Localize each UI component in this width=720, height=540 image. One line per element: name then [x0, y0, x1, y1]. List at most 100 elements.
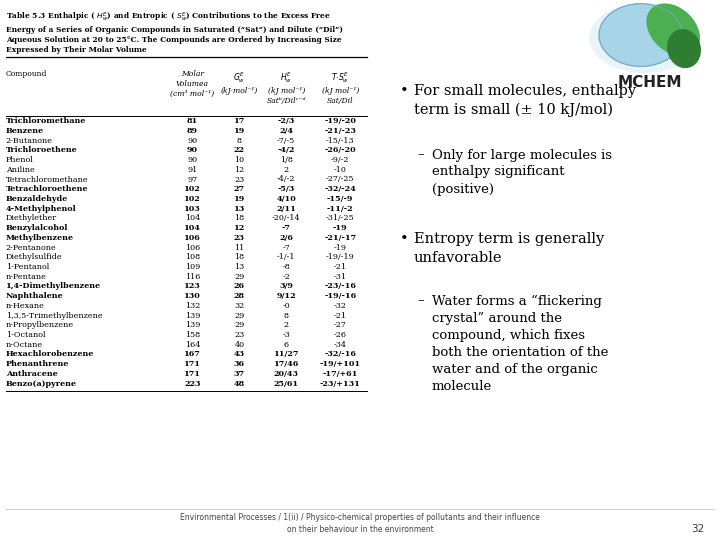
- Text: 23: 23: [234, 176, 245, 184]
- Ellipse shape: [590, 3, 698, 72]
- Text: Diethylsulfide: Diethylsulfide: [6, 253, 63, 261]
- Text: 1-Pentanol: 1-Pentanol: [6, 263, 49, 271]
- Text: -27: -27: [334, 321, 346, 329]
- Text: 2/4: 2/4: [279, 127, 293, 135]
- Text: 90: 90: [187, 156, 198, 164]
- Text: Only for large molecules is
enthalpy significant
(positive): Only for large molecules is enthalpy sig…: [432, 148, 612, 195]
- Text: 2: 2: [284, 321, 289, 329]
- Text: -19: -19: [333, 224, 348, 232]
- Text: 32: 32: [691, 524, 704, 534]
- Text: -15/-9: -15/-9: [327, 195, 354, 203]
- Text: 22: 22: [234, 146, 245, 154]
- Text: -7/-5: -7/-5: [277, 137, 295, 145]
- Text: 102: 102: [184, 185, 201, 193]
- Text: -11/-2: -11/-2: [327, 205, 354, 213]
- Text: 26: 26: [234, 282, 245, 291]
- Text: -7: -7: [282, 244, 290, 252]
- Text: 25/61: 25/61: [274, 380, 299, 388]
- Text: -26/-20: -26/-20: [325, 146, 356, 154]
- Text: -34: -34: [333, 341, 347, 349]
- Text: $T$·$S^E_w$
(kJ mol⁻¹)
Sat/Dil: $T$·$S^E_w$ (kJ mol⁻¹) Sat/Dil: [322, 70, 359, 105]
- Text: 13: 13: [234, 263, 245, 271]
- Text: 139: 139: [185, 312, 200, 320]
- Text: -32: -32: [333, 302, 347, 310]
- Text: 139: 139: [185, 321, 200, 329]
- Text: 48: 48: [234, 380, 245, 388]
- Text: n-Propylbenzene: n-Propylbenzene: [6, 321, 74, 329]
- Text: 17: 17: [234, 117, 245, 125]
- Text: 4/10: 4/10: [276, 195, 296, 203]
- Text: 164: 164: [185, 341, 200, 349]
- Text: Trichloromethane: Trichloromethane: [6, 117, 86, 125]
- Text: -23/+131: -23/+131: [320, 380, 361, 388]
- Text: 109: 109: [185, 263, 200, 271]
- Text: 223: 223: [184, 380, 201, 388]
- Text: 29: 29: [234, 312, 245, 320]
- Text: 12: 12: [234, 224, 245, 232]
- Text: -1/-1: -1/-1: [277, 253, 295, 261]
- Text: 1,4-Dimethylbenzene: 1,4-Dimethylbenzene: [6, 282, 101, 291]
- Text: -21: -21: [333, 263, 347, 271]
- Text: 106: 106: [184, 234, 201, 242]
- Text: -21/-17: -21/-17: [324, 234, 356, 242]
- Text: Methylbenzene: Methylbenzene: [6, 234, 73, 242]
- Text: 116: 116: [185, 273, 200, 281]
- Text: 1,3,5-Trimethylbenzene: 1,3,5-Trimethylbenzene: [6, 312, 102, 320]
- Text: Compound: Compound: [6, 70, 47, 78]
- Text: Benzo(a)pyrene: Benzo(a)pyrene: [6, 380, 77, 388]
- Text: 104: 104: [184, 224, 201, 232]
- Text: 8: 8: [284, 312, 289, 320]
- Text: 11/27: 11/27: [274, 350, 299, 359]
- Text: 23: 23: [234, 331, 245, 339]
- Text: Water forms a “flickering
crystal” around the
compound, which fixes
both the ori: Water forms a “flickering crystal” aroun…: [432, 294, 608, 393]
- Text: 2/11: 2/11: [276, 205, 296, 213]
- Text: 32: 32: [234, 302, 245, 310]
- Text: Benzylalcohol: Benzylalcohol: [6, 224, 68, 232]
- Text: 90: 90: [187, 146, 198, 154]
- Text: Naphthalene: Naphthalene: [6, 292, 63, 300]
- Text: 167: 167: [184, 350, 201, 359]
- Text: Phenanthrene: Phenanthrene: [6, 360, 69, 368]
- Text: -21: -21: [333, 312, 347, 320]
- Text: –: –: [418, 294, 424, 307]
- Text: 132: 132: [185, 302, 200, 310]
- Text: Table 5.3 Enthalpic ( $H^E_w$) and Entropic ( $S^E_w$) Contributions to the Exce: Table 5.3 Enthalpic ( $H^E_w$) and Entro…: [6, 11, 343, 55]
- Text: Tetrachloromethane: Tetrachloromethane: [6, 176, 89, 184]
- Text: 106: 106: [185, 244, 200, 252]
- Text: 2-Pentanone: 2-Pentanone: [6, 244, 56, 252]
- Text: -0: -0: [282, 302, 290, 310]
- Text: 90: 90: [187, 137, 198, 145]
- Text: 10: 10: [234, 156, 245, 164]
- Text: -9/-2: -9/-2: [331, 156, 349, 164]
- Text: 171: 171: [184, 360, 201, 368]
- Text: 43: 43: [234, 350, 245, 359]
- Text: MCHEM: MCHEM: [618, 75, 683, 90]
- Text: -3: -3: [282, 331, 290, 339]
- Text: Phenol: Phenol: [6, 156, 34, 164]
- Text: 1-Octanol: 1-Octanol: [6, 331, 45, 339]
- Text: 171: 171: [184, 370, 201, 378]
- Text: Hexachlorobenzene: Hexachlorobenzene: [6, 350, 94, 359]
- Text: -32/-16: -32/-16: [324, 350, 356, 359]
- Text: Aniline: Aniline: [6, 166, 35, 174]
- Text: Tetrachloroethene: Tetrachloroethene: [6, 185, 89, 193]
- Text: Entropy term is generally
unfavorable: Entropy term is generally unfavorable: [414, 232, 604, 265]
- Text: 19: 19: [234, 195, 245, 203]
- Text: •: •: [400, 84, 408, 98]
- Text: 2-Butanone: 2-Butanone: [6, 137, 53, 145]
- Text: 36: 36: [234, 360, 245, 368]
- Text: 9/12: 9/12: [276, 292, 296, 300]
- Text: -31/-25: -31/-25: [326, 214, 354, 222]
- Text: -32/-24: -32/-24: [324, 185, 356, 193]
- Text: -15/-13: -15/-13: [326, 137, 354, 145]
- Circle shape: [599, 4, 683, 66]
- Text: -21/-23: -21/-23: [324, 127, 356, 135]
- Text: 12: 12: [234, 166, 245, 174]
- Ellipse shape: [647, 4, 699, 55]
- Text: 18: 18: [234, 214, 245, 222]
- Text: Benzaldehyde: Benzaldehyde: [6, 195, 68, 203]
- Text: 2/6: 2/6: [279, 234, 293, 242]
- Text: 97: 97: [187, 176, 198, 184]
- Text: -2/3: -2/3: [278, 117, 294, 125]
- Text: -19/-19: -19/-19: [326, 253, 354, 261]
